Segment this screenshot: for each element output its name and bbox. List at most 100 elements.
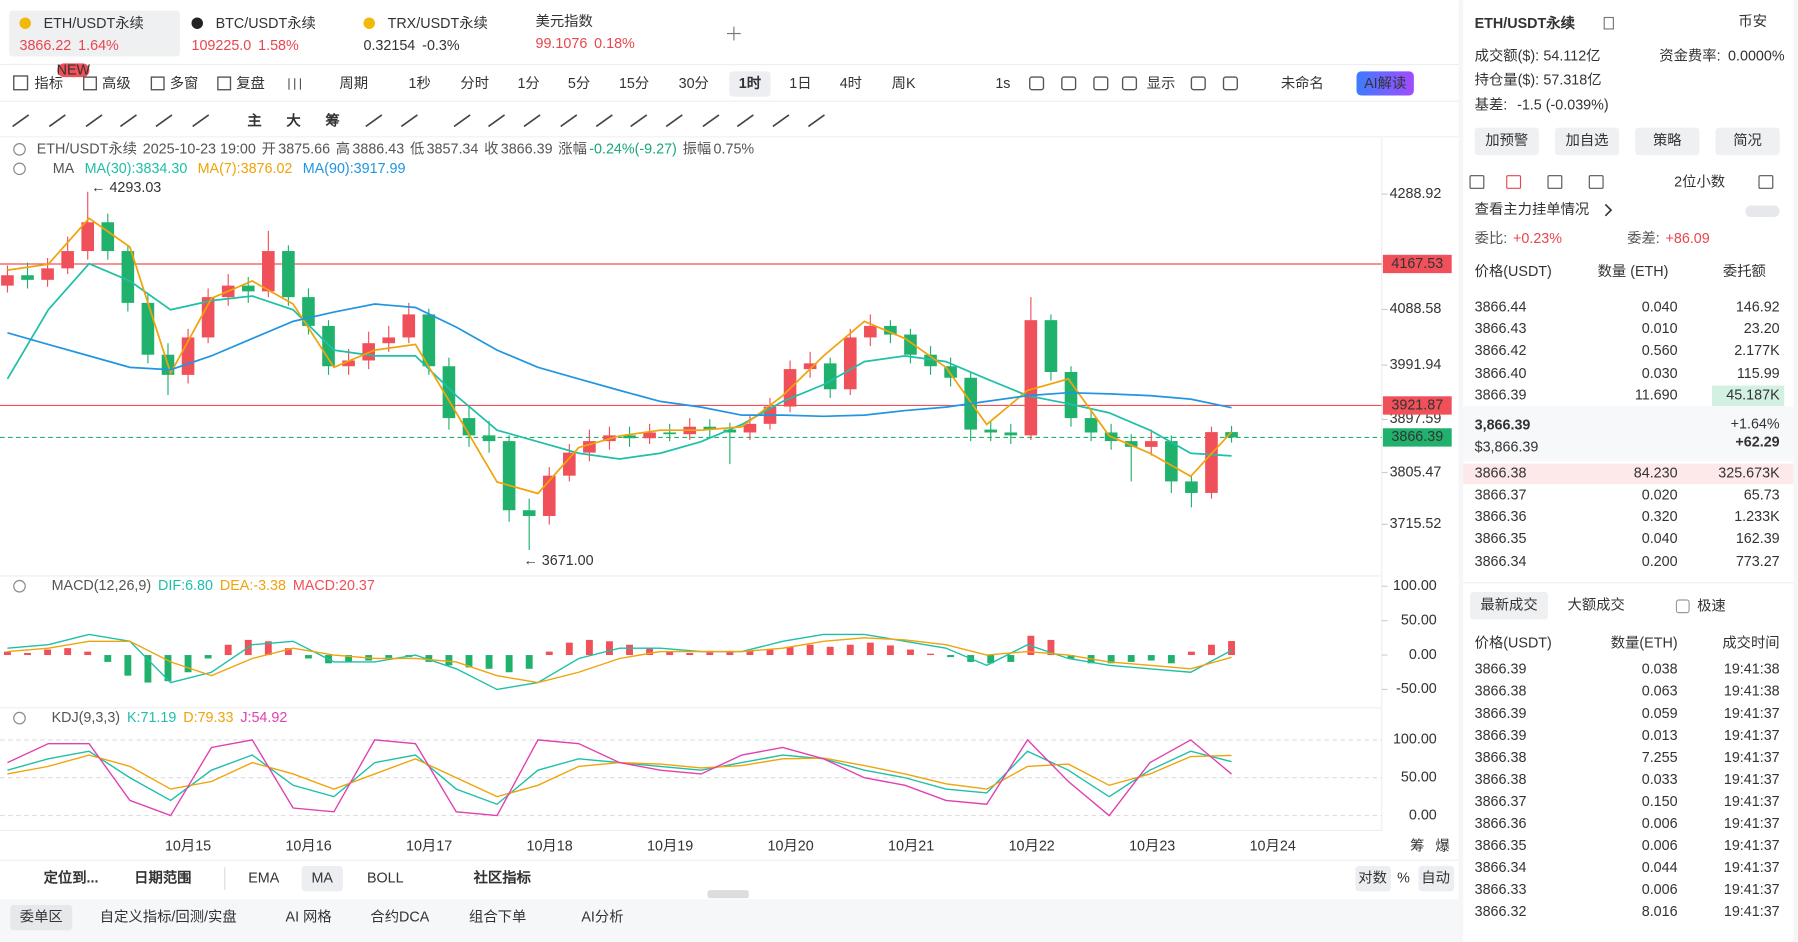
draw-tool	[400, 114, 418, 128]
index-value-part: 0.18%	[594, 36, 635, 52]
toolbar-item[interactable]: 1s	[995, 76, 1010, 92]
draw-tool	[48, 114, 66, 128]
candle-body	[121, 251, 135, 303]
locate-button[interactable]: 定位到...	[44, 868, 99, 886]
ask-qty: 0.040	[1642, 299, 1678, 315]
exchange-select[interactable]: 币安	[1738, 13, 1767, 30]
log-toggle[interactable]: 对数	[1358, 869, 1387, 886]
toolbar-item[interactable]: 高级	[102, 75, 131, 92]
macd-bar	[907, 649, 914, 656]
macd-bar	[947, 655, 955, 658]
draw-tool-text[interactable]: 主	[247, 112, 261, 130]
toggle	[1745, 205, 1780, 218]
toolbar-item[interactable]: 周期	[339, 75, 368, 92]
tab-symbol[interactable]: BTC/USDT永续	[216, 15, 316, 32]
percent-toggle[interactable]: %	[1397, 870, 1410, 886]
footer-tab[interactable]: 组合下单	[469, 908, 526, 925]
price-tag-text: 3921.87	[1391, 397, 1443, 413]
community-indicators[interactable]: 社区指标	[473, 868, 532, 886]
draw-tool-text[interactable]: 大	[286, 112, 301, 130]
y-tick-label: 3715.52	[1390, 516, 1442, 532]
toolbar-item[interactable]: 多窗	[170, 74, 199, 92]
toolbar-item[interactable]: 复盘	[236, 74, 265, 92]
panel-button[interactable]: 策略	[1653, 132, 1682, 149]
panel-button[interactable]: 加自选	[1566, 132, 1609, 149]
toolbar-item[interactable]: 显示	[1147, 76, 1176, 92]
interval[interactable]: 15分	[619, 75, 649, 92]
candle-body	[322, 325, 335, 367]
candle-body	[1165, 441, 1178, 482]
chevron	[1604, 203, 1613, 217]
j-line	[7, 738, 1232, 817]
index-name[interactable]: 美元指数	[536, 13, 593, 30]
precision-select[interactable]: 2位小数	[1674, 173, 1725, 190]
candle-body	[282, 251, 295, 298]
trade-time: 19:41:38	[1724, 662, 1780, 678]
draw-tool	[119, 114, 137, 128]
interval[interactable]: 周K	[892, 76, 916, 92]
axis-corner[interactable]: 爆	[1435, 837, 1449, 854]
toolbar-item[interactable]: 未命名	[1281, 74, 1324, 92]
ai-button-text[interactable]: AI解读	[1364, 75, 1406, 92]
footer-tab[interactable]: 委单区	[20, 908, 63, 925]
trade-time: 19:41:37	[1724, 728, 1780, 744]
y-tick-label: -50.00	[1396, 681, 1437, 697]
footer-tab[interactable]: 自定义指标/回测/实盘	[100, 907, 237, 925]
macd-bar	[24, 652, 31, 656]
interval[interactable]: 4时	[840, 75, 862, 92]
ohlc-info: ETH/USDT永续 2025-10-23 19:00 开 3875.66 高 3886.…	[37, 140, 755, 157]
candle-body	[241, 285, 255, 292]
macd-bar	[305, 655, 312, 659]
auto-toggle[interactable]: 自动	[1421, 869, 1450, 886]
trade-price: 3866.35	[1475, 838, 1527, 854]
interval[interactable]: 30分	[679, 75, 709, 92]
macd-bar	[485, 655, 493, 669]
bid-qty: 0.320	[1642, 509, 1678, 525]
axis-corner[interactable]: 筹	[1410, 837, 1424, 854]
indicator-tab[interactable]: BOLL	[367, 870, 404, 886]
macd-bar	[545, 651, 553, 656]
ohlc-info-part: 低	[410, 140, 424, 157]
macd-bar	[124, 655, 132, 676]
interval[interactable]: 1日	[789, 76, 811, 92]
interval[interactable]: 1秒	[409, 75, 431, 92]
interval[interactable]: 1时	[739, 75, 762, 92]
indicator-tab[interactable]: MA	[311, 870, 333, 886]
ma-legend: MA MA(30):3834.30 MA(7):3876.02 MA(90):3917…	[53, 161, 406, 177]
panel-button[interactable]: 加预警	[1485, 132, 1528, 149]
interval[interactable]: 分时	[460, 75, 489, 92]
toolbar-item[interactable]: 指标	[34, 75, 63, 92]
interval[interactable]: 1分	[517, 75, 539, 92]
ai-button	[1356, 71, 1414, 96]
footer-tab[interactable]: AI分析	[581, 908, 623, 925]
date-range[interactable]: 日期范围	[134, 869, 191, 886]
y-tick-label: 0.00	[1409, 647, 1437, 663]
candle-body	[1185, 481, 1198, 493]
draw-tool-text[interactable]: 筹	[325, 112, 339, 130]
candle-body	[984, 429, 998, 433]
auto-bg	[1418, 866, 1454, 892]
trade-qty: 0.006	[1642, 838, 1678, 854]
footer-tab[interactable]: AI 网格	[286, 908, 332, 925]
macd-bar	[626, 644, 633, 656]
macd-bar	[846, 644, 854, 656]
panel-button[interactable]: 简况	[1733, 132, 1762, 149]
trade-tab[interactable]: 最新成交	[1480, 596, 1537, 614]
candle-body	[61, 251, 74, 269]
draw-tool	[12, 114, 30, 128]
fast-label[interactable]: 极速	[1697, 598, 1726, 615]
ask-qty: 0.030	[1642, 366, 1678, 382]
trade-tab[interactable]: 大额成交	[1568, 596, 1625, 614]
footer-tab[interactable]: 合约DCA	[370, 908, 429, 925]
tab-symbol[interactable]: ETH/USDT永续	[44, 15, 144, 32]
depth-bar	[1463, 463, 1794, 485]
panel-title: ETH/USDT永续	[1475, 14, 1576, 32]
indicator-tab[interactable]: EMA	[248, 870, 279, 886]
ohlc-info-part: 振幅	[683, 140, 712, 157]
dif-line	[7, 633, 1232, 691]
tab-symbol[interactable]: TRX/USDT永续	[388, 15, 488, 32]
main-orders-link[interactable]: 查看主力挂单情况	[1475, 201, 1590, 218]
macd-bar	[666, 651, 674, 656]
interval[interactable]: 5分	[568, 75, 590, 92]
book-view-icon	[1588, 175, 1604, 189]
